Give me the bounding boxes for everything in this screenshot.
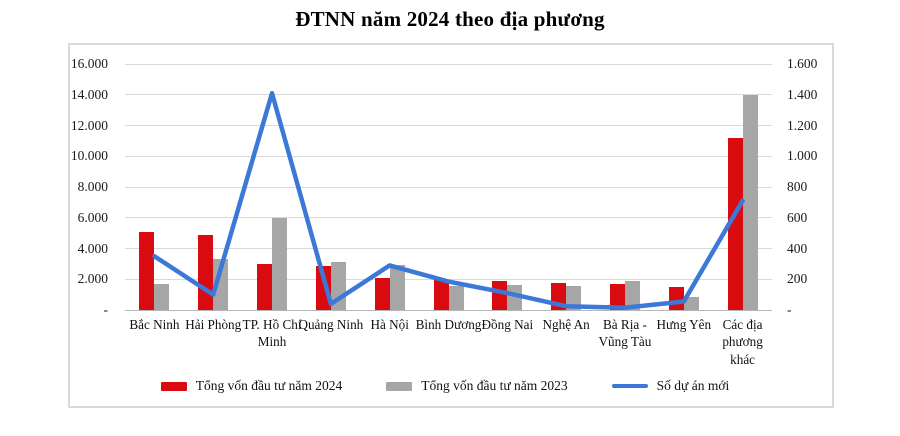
legend-label-so-du-an-moi: Số dự án mới [656, 378, 730, 393]
bar-nam-2024 [139, 231, 155, 310]
chart-title: ĐTNN năm 2024 theo địa phương [295, 7, 605, 31]
category-label: Quảng Ninh [298, 317, 364, 332]
gridline [125, 63, 772, 65]
right-axis-tick: - [787, 302, 792, 317]
left-axis-tick: 4.000 [77, 240, 108, 256]
right-axis-tick: 1.200 [787, 117, 818, 133]
bar-nam-2023 [742, 94, 758, 310]
left-axis-tick: 2.000 [77, 271, 108, 287]
left-axis-tick: 6.000 [77, 209, 108, 225]
legend-swatch-gray-bar [386, 381, 413, 391]
category-label: TP. Hồ Chí Minh [242, 317, 302, 350]
category-label: Hưng Yên [656, 317, 712, 332]
legend-label-von-2023: Tổng vốn đầu tư năm 2023 [421, 378, 568, 393]
right-axis-tick: 600 [787, 209, 808, 225]
category-label: Bình Dương [415, 317, 482, 332]
right-axis-tick: 200 [787, 271, 808, 287]
legend-item-von-2023: Tổng vốn đầu tư năm 2023 [386, 378, 568, 394]
legend-label-von-2024: Tổng vốn đầu tư năm 2024 [195, 378, 343, 393]
right-axis-tick: 1.000 [787, 148, 818, 164]
legend-item-so-du-an-moi: Số dự án mới [611, 378, 730, 394]
legend-swatch-blue-line [611, 384, 648, 388]
right-axis-tick: 800 [787, 179, 808, 194]
category-label: Các địa phương khác [722, 317, 763, 367]
right-axis-tick: 1.600 [787, 56, 818, 71]
legend: Tổng vốn đầu tư năm 2024 Tổng vốn đầu tư… [115, 378, 775, 394]
category-label: Hà Nội [370, 317, 409, 332]
category-label: Hải Phòng [185, 317, 242, 332]
left-axis-tick: 14.000 [70, 86, 108, 102]
right-axis-tick: 400 [787, 240, 808, 256]
left-axis-tick: 12.000 [70, 117, 108, 133]
right-axis-tick: 1.400 [787, 86, 818, 102]
category-label: Bắc Ninh [129, 317, 180, 332]
x-axis-line [125, 309, 772, 311]
legend-item-von-2024: Tổng vốn đầu tư năm 2024 [160, 378, 343, 394]
legend-swatch-red-bar [160, 381, 187, 391]
category-label: Nghệ An [542, 317, 590, 332]
left-axis-tick: 16.000 [70, 56, 108, 71]
category-label: Đồng Nai [481, 317, 534, 332]
left-axis-tick: 8.000 [77, 179, 108, 194]
left-axis-tick: 10.000 [70, 148, 108, 164]
category-label: Bà Rịa - Vũng Tàu [598, 317, 652, 350]
left-axis-tick: - [103, 302, 109, 317]
